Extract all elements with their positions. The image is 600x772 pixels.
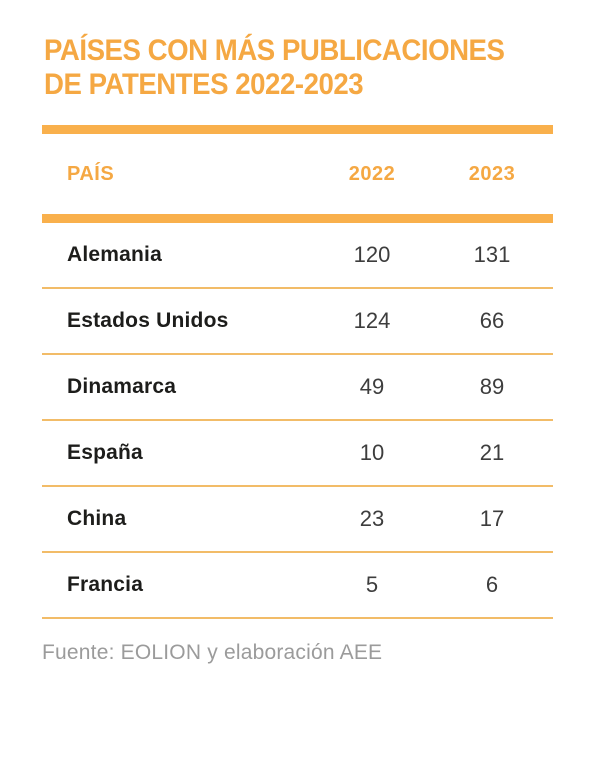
table-row-espana: España 10 21 xyxy=(42,421,553,487)
figure-title-line2: DE PATENTES 2022-2023 xyxy=(44,68,364,101)
value-2022: 49 xyxy=(359,374,385,399)
header-2023: 2023 xyxy=(468,162,516,185)
patents-table-figure: PAÍSES CON MÁS PUBLICACIONES DE PATENTES… xyxy=(42,34,553,664)
patents-table: PAÍS 2022 2023 Alemania 120 131 Estados … xyxy=(42,125,553,619)
value-2023: 17 xyxy=(479,506,505,531)
value-2022: 23 xyxy=(359,506,385,531)
value-2023: 89 xyxy=(479,374,505,399)
country-label: Francia xyxy=(67,573,144,596)
value-2023: 66 xyxy=(479,308,505,333)
header-2022: 2022 xyxy=(348,162,396,185)
value-2023: 6 xyxy=(485,572,499,597)
country-label: Dinamarca xyxy=(67,375,177,398)
figure-title-line1: PAÍSES CON MÁS PUBLICACIONES xyxy=(44,34,505,67)
country-label: China xyxy=(67,507,127,530)
value-2022: 120 xyxy=(353,242,391,267)
country-label: España xyxy=(67,441,143,464)
value-2022: 124 xyxy=(353,308,391,333)
table-header-row: PAÍS 2022 2023 xyxy=(42,134,553,214)
value-2022: 10 xyxy=(359,440,385,465)
table-row-estados-unidos: Estados Unidos 124 66 xyxy=(42,289,553,355)
value-2023: 21 xyxy=(479,440,505,465)
table-header-rule xyxy=(42,214,553,223)
table-row-francia: Francia 5 6 xyxy=(42,553,553,619)
figure-title: PAÍSES CON MÁS PUBLICACIONES DE PATENTES… xyxy=(44,34,541,102)
source-note: Fuente: EOLION y elaboración AEE xyxy=(42,641,383,664)
table-row-alemania: Alemania 120 131 xyxy=(42,223,553,289)
header-country: PAÍS xyxy=(67,162,115,185)
value-2022: 5 xyxy=(365,572,379,597)
country-label: Alemania xyxy=(67,243,162,266)
table-row-dinamarca: Dinamarca 49 89 xyxy=(42,355,553,421)
country-label: Estados Unidos xyxy=(67,309,229,332)
value-2023: 131 xyxy=(473,242,511,267)
table-top-rule xyxy=(42,125,553,134)
table-row-china: China 23 17 xyxy=(42,487,553,553)
